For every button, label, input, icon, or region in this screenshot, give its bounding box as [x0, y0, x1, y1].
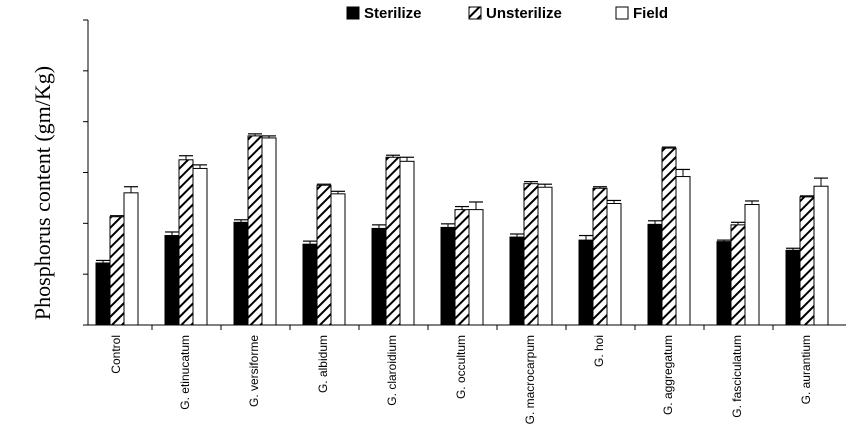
x-tick-label-g-claroidium: G. claroidium — [385, 335, 399, 406]
bar-unsterilize-g-fasciculatum — [730, 224, 746, 326]
bar-unsterilize-g-occultum — [454, 209, 470, 326]
bar-unsterilize-g-claroidium — [385, 156, 401, 326]
bar-field-g-albidum — [330, 193, 346, 326]
bar-sterilize-g-versiforme — [233, 221, 249, 326]
legend-swatch-field — [615, 6, 629, 20]
bar-field-g-etinucatum — [192, 167, 208, 326]
x-tick-label-control: Control — [109, 335, 123, 374]
x-tick-label-g-etinucatum: G. etinucatum — [178, 335, 192, 410]
bar-field-g-aggregatum — [675, 176, 691, 326]
x-tick-label-g-fasciculatum: G. fasciculatum — [730, 335, 744, 418]
bar-sterilize-g-aurantium — [785, 249, 801, 326]
x-tick-labels: Control G. etinucatum G. versiforme G. albi… — [109, 335, 813, 425]
legend-swatch-sterilize — [346, 6, 360, 20]
bar-sterilize-g-albidum — [302, 243, 318, 326]
bar-sterilize-g-fasciculatum — [716, 241, 732, 326]
bar-field-g-versiforme — [261, 137, 277, 326]
bar-unsterilize-g-albidum — [316, 184, 332, 326]
bar-field-g-macrocarpum — [537, 186, 553, 326]
legend-label-unsterilize: Unsterilize — [486, 5, 562, 22]
legend-label-field: Field — [633, 5, 668, 22]
bars-group — [95, 133, 829, 326]
bar-field-control — [123, 192, 139, 326]
legend-label-sterilize: Sterilize — [364, 5, 422, 22]
bar-field-g-claroidium — [399, 160, 415, 326]
bar-sterilize-control — [95, 262, 111, 326]
chart-legend: Sterilize Unsterilize Field — [346, 5, 668, 22]
x-tick-label-g-hoi: G. hoi — [592, 335, 606, 367]
bar-field-g-hoi — [606, 203, 622, 326]
x-tick-label-g-albidum: G. albidum — [316, 335, 330, 393]
x-tick-label-g-occultum: G. occultum — [454, 335, 468, 399]
bar-sterilize-g-aggregatum — [647, 223, 663, 326]
bar-field-g-fasciculatum — [744, 204, 760, 326]
bar-field-g-occultum — [468, 209, 484, 326]
bar-unsterilize-g-aggregatum — [661, 147, 677, 326]
bar-sterilize-g-hoi — [578, 239, 594, 326]
x-tick-label-g-aggregatum: G. aggregatum — [661, 335, 675, 415]
legend-swatch-unsterilize — [468, 6, 482, 20]
bar-unsterilize-g-aurantium — [799, 196, 815, 326]
bar-sterilize-g-occultum — [440, 226, 456, 326]
y-axis — [83, 19, 89, 326]
y-axis-label: Phosphorus content (gm/Kg) — [30, 66, 55, 320]
bar-sterilize-g-claroidium — [371, 227, 387, 326]
bar-unsterilize-g-macrocarpum — [523, 183, 539, 326]
x-tick-label-g-aurantium: G. aurantium — [799, 335, 813, 404]
bar-unsterilize-g-versiforme — [247, 135, 263, 326]
x-tick-label-g-macrocarpum: G. macrocarpum — [523, 335, 537, 424]
bar-field-g-aurantium — [813, 185, 829, 326]
bar-sterilize-g-macrocarpum — [509, 236, 525, 326]
bar-unsterilize-control — [109, 216, 125, 326]
bar-unsterilize-g-etinucatum — [178, 159, 194, 326]
x-axis — [88, 324, 846, 330]
bar-sterilize-g-etinucatum — [164, 235, 180, 326]
bar-unsterilize-g-hoi — [592, 187, 608, 326]
x-tick-label-g-versiforme: G. versiforme — [247, 335, 261, 407]
